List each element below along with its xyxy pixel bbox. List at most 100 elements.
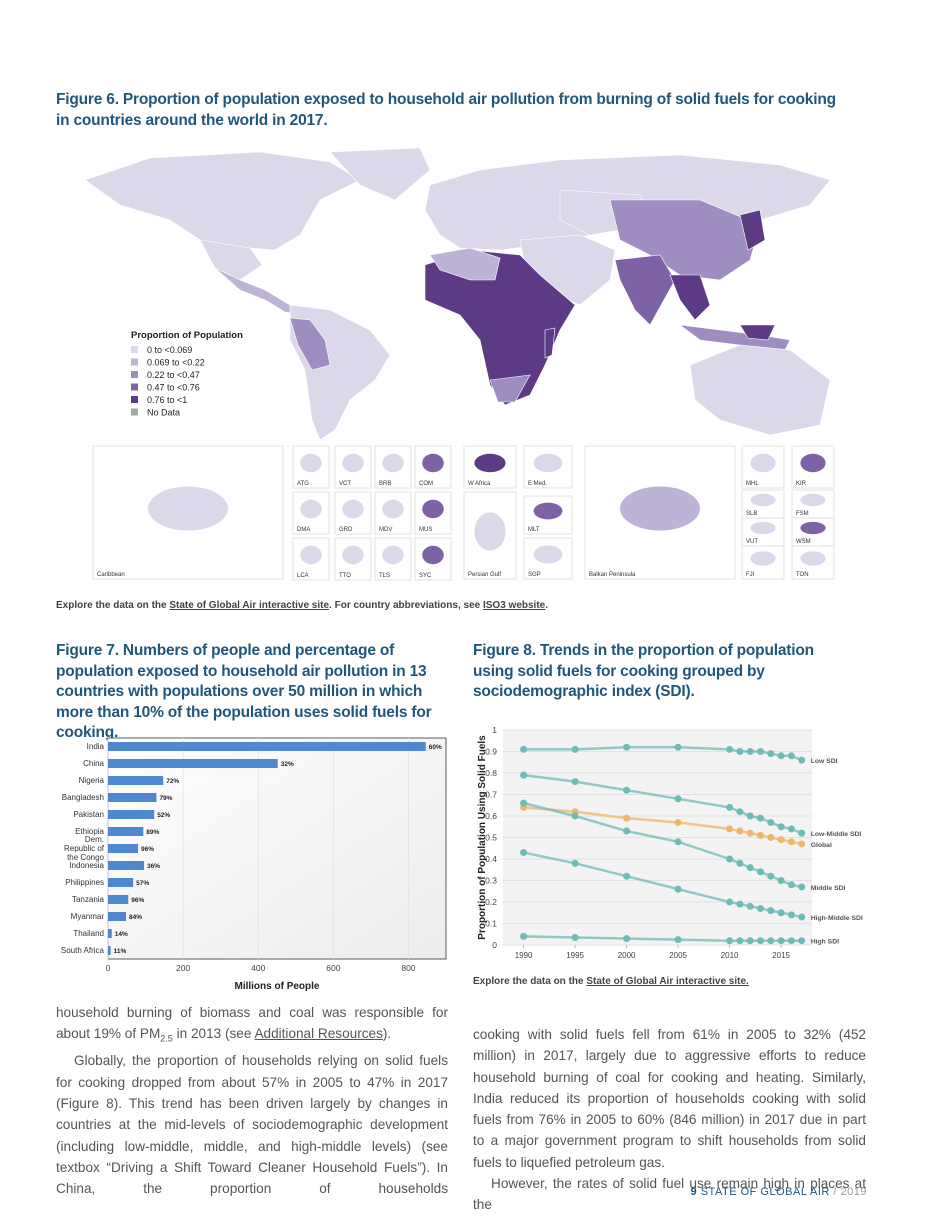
legend-label: 0.47 to <0.76 bbox=[147, 383, 200, 393]
inset-label: SLB bbox=[746, 511, 757, 517]
y-tick-label: 0.4 bbox=[485, 854, 497, 864]
link[interactable]: State of Global Air interactive site bbox=[169, 600, 330, 611]
data-point bbox=[726, 937, 734, 945]
category-label: China bbox=[83, 759, 104, 768]
data-point bbox=[520, 771, 528, 779]
series-label: Low SDI bbox=[811, 758, 838, 765]
y-tick-label: 1 bbox=[492, 725, 497, 735]
inset-label: FJI bbox=[746, 572, 755, 578]
data-point bbox=[674, 936, 682, 944]
category-label: Pakistan bbox=[73, 810, 104, 819]
paragraph: cooking with solid fuels fell from 61% i… bbox=[473, 1027, 866, 1170]
data-point bbox=[736, 900, 744, 908]
inset-label: DMA bbox=[297, 527, 310, 533]
link[interactable]: ISO3 website bbox=[482, 600, 546, 611]
link[interactable]: Additional Resources bbox=[254, 1026, 383, 1042]
inset-shape bbox=[300, 545, 322, 565]
percent-label: 96% bbox=[131, 897, 144, 904]
percent-label: 72% bbox=[166, 778, 179, 785]
series-label: Middle SDI bbox=[811, 885, 846, 892]
data-point bbox=[787, 825, 795, 833]
data-point bbox=[520, 849, 528, 857]
data-point bbox=[767, 907, 775, 915]
data-point bbox=[746, 812, 754, 820]
category-label: Indonesia bbox=[69, 861, 104, 870]
legend-label: 0.069 to <0.22 bbox=[147, 358, 205, 368]
data-point bbox=[736, 748, 744, 755]
data-point bbox=[623, 827, 631, 835]
figure-note: Explore the data on the State of Global … bbox=[56, 600, 548, 611]
inset-label: Persian Gulf bbox=[468, 572, 501, 578]
inset-label: TTO bbox=[339, 573, 351, 579]
inset-shape bbox=[750, 453, 776, 473]
data-point bbox=[736, 937, 744, 945]
data-point bbox=[757, 904, 764, 912]
data-point bbox=[757, 937, 764, 945]
inset-label: Balkan Peninsula bbox=[589, 572, 636, 578]
inset-label: SGP bbox=[528, 572, 541, 578]
y-tick-label: 0.7 bbox=[485, 790, 497, 800]
inset-shape bbox=[800, 551, 826, 566]
data-point bbox=[787, 937, 795, 945]
inset-label: TON bbox=[796, 572, 809, 578]
y-tick-label: 0 bbox=[492, 940, 497, 950]
inset-shape bbox=[422, 545, 444, 565]
bar bbox=[108, 878, 134, 887]
inset-shape bbox=[382, 545, 404, 565]
inset-shape bbox=[474, 512, 506, 551]
legend-swatch bbox=[131, 408, 138, 416]
inset-frame bbox=[523, 445, 573, 489]
inset-shape bbox=[382, 453, 404, 473]
inset-label: MLT bbox=[528, 527, 540, 533]
x-tick-label: 2015 bbox=[772, 951, 790, 960]
data-point bbox=[777, 877, 785, 884]
data-point bbox=[623, 814, 631, 822]
percent-label: 14% bbox=[115, 931, 128, 938]
percent-label: 96% bbox=[141, 846, 154, 853]
inset-shape bbox=[800, 493, 826, 507]
data-point bbox=[726, 745, 734, 753]
inset-shape bbox=[533, 545, 563, 564]
percent-label: 60% bbox=[429, 744, 442, 751]
inset-label: KIR bbox=[796, 481, 807, 487]
inset-label: MHL bbox=[746, 481, 759, 487]
inset-shape bbox=[342, 545, 364, 565]
series-label: Low-Middle SDI bbox=[811, 831, 862, 838]
x-tick-label: 2000 bbox=[618, 951, 636, 960]
inset-label: VCT bbox=[339, 481, 351, 487]
category-label: Tanzania bbox=[71, 895, 104, 904]
data-point bbox=[777, 752, 785, 760]
y-tick-label: 0.8 bbox=[485, 768, 497, 778]
legend-swatch bbox=[131, 371, 138, 378]
bar bbox=[108, 793, 157, 802]
data-point bbox=[520, 799, 528, 807]
figure-title: Figure 8. Trends in the proportion of po… bbox=[473, 642, 814, 700]
x-axis-title: Millions of People bbox=[234, 981, 319, 992]
text: household burning of biomass and coal wa… bbox=[56, 1005, 448, 1042]
link[interactable]: State of Global Air interactive site. bbox=[586, 976, 749, 987]
legend-label: 0.76 to <1 bbox=[147, 395, 187, 405]
category-label: Dem. Republic of the Congo bbox=[63, 835, 104, 862]
publication: STATE OF GLOBAL AIR bbox=[700, 1186, 830, 1198]
inset-label: E Med. bbox=[528, 481, 547, 487]
inset-frame bbox=[463, 445, 517, 489]
data-point bbox=[623, 743, 631, 751]
category-label: India bbox=[86, 742, 104, 751]
inset-label: BRB bbox=[379, 481, 391, 487]
data-point bbox=[674, 743, 682, 751]
data-point bbox=[726, 898, 734, 906]
data-point bbox=[623, 935, 631, 943]
inset-shape bbox=[422, 453, 444, 473]
data-point bbox=[798, 937, 806, 945]
category-label: South Africa bbox=[60, 946, 104, 955]
data-point bbox=[798, 829, 806, 837]
legend-label: No Data bbox=[147, 408, 180, 418]
note-text: . bbox=[545, 600, 549, 611]
data-point bbox=[767, 818, 775, 826]
figure-title: Figure 6. Proportion of population expos… bbox=[56, 91, 836, 129]
data-point bbox=[571, 859, 579, 867]
inset-label: W Africa bbox=[468, 481, 491, 487]
data-point bbox=[520, 932, 528, 940]
x-tick-label: 400 bbox=[251, 963, 265, 973]
